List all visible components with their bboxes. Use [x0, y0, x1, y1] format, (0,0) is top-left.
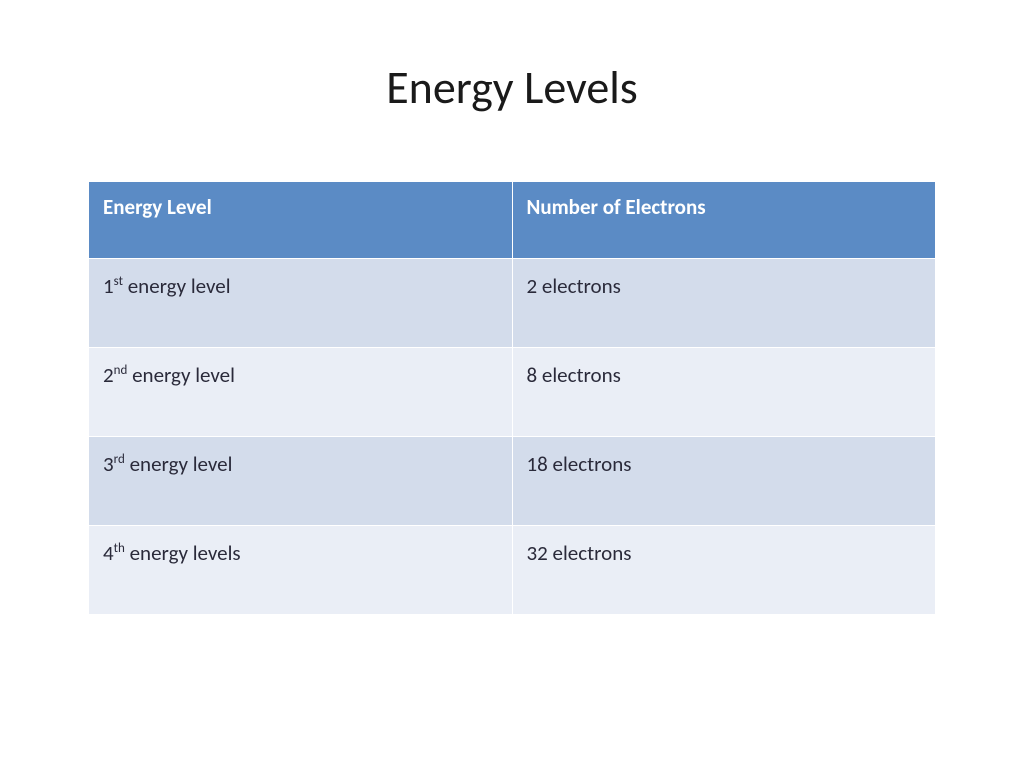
cell-electrons: 32 electrons: [512, 526, 936, 615]
page-title: Energy Levels: [0, 60, 1024, 116]
energy-levels-table: Energy Level Number of Electrons 1st ene…: [88, 181, 936, 615]
cell-energy-level: 3rd energy level: [89, 437, 513, 526]
slide: Energy Levels Energy Level Number of Ele…: [0, 0, 1024, 768]
table-row: 4th energy levels 32 electrons: [89, 526, 936, 615]
cell-energy-level: 2nd energy level: [89, 348, 513, 437]
table-row: 2nd energy level 8 electrons: [89, 348, 936, 437]
cell-energy-level: 1st energy level: [89, 259, 513, 348]
table-header-row: Energy Level Number of Electrons: [89, 182, 936, 259]
cell-electrons: 8 electrons: [512, 348, 936, 437]
table-container: Energy Level Number of Electrons 1st ene…: [88, 181, 936, 615]
cell-energy-level: 4th energy levels: [89, 526, 513, 615]
table-row: 1st energy level 2 electrons: [89, 259, 936, 348]
table-row: 3rd energy level 18 electrons: [89, 437, 936, 526]
column-header-electrons: Number of Electrons: [512, 182, 936, 259]
column-header-energy-level: Energy Level: [89, 182, 513, 259]
cell-electrons: 18 electrons: [512, 437, 936, 526]
cell-electrons: 2 electrons: [512, 259, 936, 348]
